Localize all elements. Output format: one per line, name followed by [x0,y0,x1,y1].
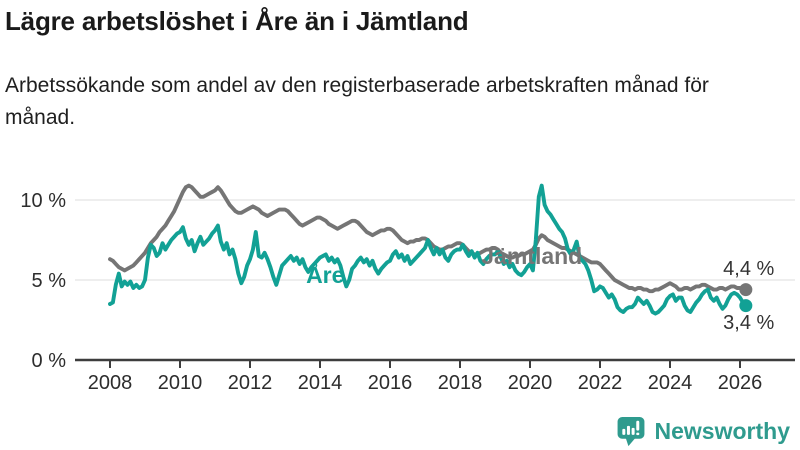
series-endpoint-re [739,299,753,313]
x-tick-label: 2010 [158,372,203,394]
page-subtitle: Arbetssökande som andel av den registerb… [5,74,709,129]
newsworthy-logo-text: Newsworthy [654,418,790,444]
y-tick-label: 10 % [20,190,66,212]
annotation-label: Jämtland [481,243,582,269]
series-line-re [108,183,748,316]
x-tick-label: 2008 [88,372,133,394]
newsworthy-logo: Newsworthy [616,416,790,447]
annotation-label: 3,4 % [723,312,774,334]
x-tick-label: 2012 [228,372,273,394]
page-title: Lägre arbetslöshet i Åre än i Jämtland [5,6,469,36]
x-tick-label: 2016 [368,372,413,394]
x-tick-label: 2026 [718,372,763,394]
x-tick-label: 2014 [298,372,343,394]
y-tick-label: 0 % [32,350,67,372]
x-tick-label: 2020 [508,372,553,394]
x-tick-label: 2018 [438,372,483,394]
newsworthy-bubble-chart-icon [617,417,644,447]
y-tick-label: 5 % [32,270,67,292]
x-tick-label: 2024 [648,372,693,394]
x-tick-label: 2022 [578,372,623,394]
annotation-label: 4,4 % [723,258,774,280]
series-endpoint-jmtland [739,283,753,297]
annotation-label: Åre [306,261,344,288]
